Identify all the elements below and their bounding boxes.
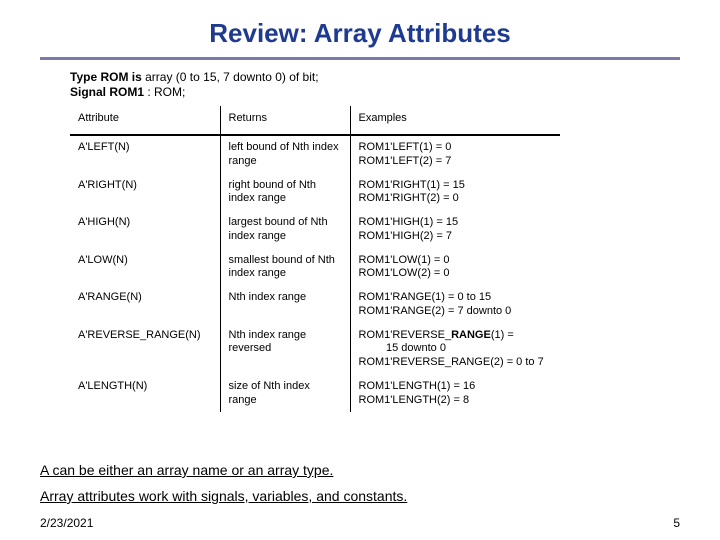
cell-returns: size of Nth index range <box>220 375 350 413</box>
cell-attribute: A'REVERSE_RANGE(N) <box>70 324 220 375</box>
cell-attribute: A'LEFT(N) <box>70 135 220 174</box>
typedecl-line2-rest: : ROM; <box>144 85 185 99</box>
table-row: A'LEFT(N)left bound of Nth index rangeRO… <box>70 135 560 174</box>
table-row: A'REVERSE_RANGE(N)Nth index range revers… <box>70 324 560 375</box>
cell-examples: ROM1'RIGHT(1) = 15 ROM1'RIGHT(2) = 0 <box>350 174 560 212</box>
typedecl-line1-bold: Type ROM is <box>70 70 142 84</box>
footer-date: 2/23/2021 <box>40 516 93 530</box>
cell-attribute: A'LOW(N) <box>70 249 220 287</box>
cell-examples: ROM1'LOW(1) = 0 ROM1'LOW(2) = 0 <box>350 249 560 287</box>
type-declaration: Type ROM is array (0 to 15, 7 downto 0) … <box>70 70 680 100</box>
col-header-attribute: Attribute <box>70 106 220 135</box>
typedecl-line2-bold: Signal ROM1 <box>70 85 144 99</box>
cell-attribute: A'RIGHT(N) <box>70 174 220 212</box>
table-row: A'RIGHT(N)right bound of Nth index range… <box>70 174 560 212</box>
footnote-1: A can be either an array name or an arra… <box>40 462 333 478</box>
cell-returns: largest bound of Nth index range <box>220 211 350 249</box>
table-row: A'LOW(N)smallest bound of Nth index rang… <box>70 249 560 287</box>
col-header-examples: Examples <box>350 106 560 135</box>
cell-returns: Nth index range <box>220 286 350 324</box>
cell-examples: ROM1'LENGTH(1) = 16 ROM1'LENGTH(2) = 8 <box>350 375 560 413</box>
cell-examples: ROM1'LEFT(1) = 0 ROM1'LEFT(2) = 7 <box>350 135 560 174</box>
attributes-table: Attribute Returns Examples A'LEFT(N)left… <box>70 106 560 412</box>
cell-returns: right bound of Nth index range <box>220 174 350 212</box>
cell-examples: ROM1'REVERSE_RANGE(1) = 15 downto 0 ROM1… <box>350 324 560 375</box>
col-header-returns: Returns <box>220 106 350 135</box>
cell-returns: Nth index range reversed <box>220 324 350 375</box>
table-header-row: Attribute Returns Examples <box>70 106 560 135</box>
cell-attribute: A'HIGH(N) <box>70 211 220 249</box>
cell-returns: left bound of Nth index range <box>220 135 350 174</box>
table-row: A'RANGE(N)Nth index rangeROM1'RANGE(1) =… <box>70 286 560 324</box>
slide-title: Review: Array Attributes <box>40 18 680 49</box>
table-row: A'HIGH(N)largest bound of Nth index rang… <box>70 211 560 249</box>
title-rule <box>40 57 680 60</box>
cell-returns: smallest bound of Nth index range <box>220 249 350 287</box>
cell-attribute: A'LENGTH(N) <box>70 375 220 413</box>
cell-examples: ROM1'RANGE(1) = 0 to 15 ROM1'RANGE(2) = … <box>350 286 560 324</box>
cell-attribute: A'RANGE(N) <box>70 286 220 324</box>
table-row: A'LENGTH(N)size of Nth index rangeROM1'L… <box>70 375 560 413</box>
cell-examples: ROM1'HIGH(1) = 15 ROM1'HIGH(2) = 7 <box>350 211 560 249</box>
typedecl-line1-rest: array (0 to 15, 7 downto 0) of bit; <box>142 70 319 84</box>
footnote-2: Array attributes work with signals, vari… <box>40 488 407 504</box>
footer-page-number: 5 <box>673 516 680 530</box>
